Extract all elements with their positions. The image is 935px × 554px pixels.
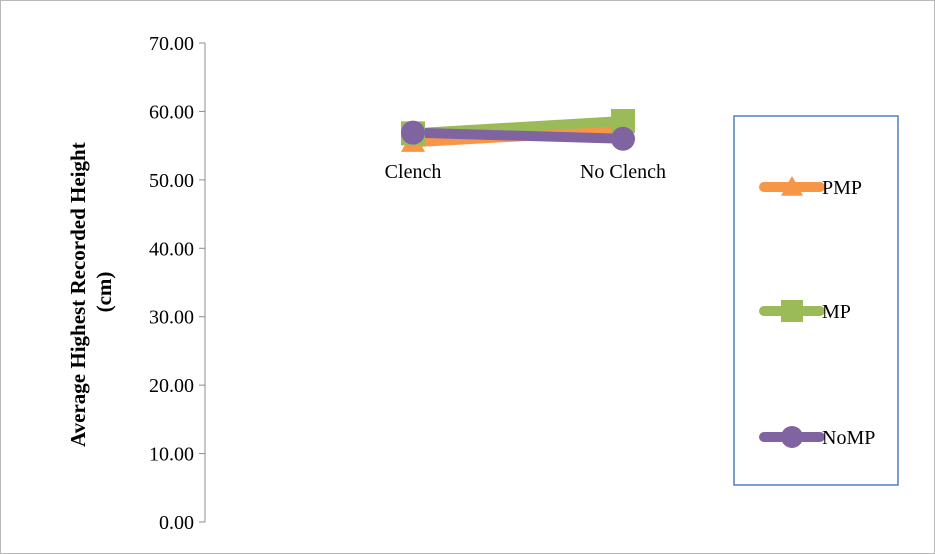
data-point-nomp bbox=[401, 120, 425, 145]
legend-box bbox=[733, 115, 899, 486]
y-tick-label: 40.00 bbox=[149, 238, 194, 260]
y-tick-label: 50.00 bbox=[149, 170, 194, 192]
y-tick-label: 10.00 bbox=[149, 444, 194, 466]
y-axis-label-line-2: (cm) bbox=[92, 272, 116, 313]
y-ticks bbox=[199, 42, 205, 523]
y-tick-label: 0.00 bbox=[159, 512, 194, 534]
y-axis-label: Average Highest Recorded Height (cm) bbox=[66, 137, 116, 447]
y-tick-label: 70.00 bbox=[149, 33, 194, 55]
legend: PMP MP NoMP bbox=[733, 115, 899, 486]
category-label: No Clench bbox=[580, 161, 666, 183]
legend-marker-pmp bbox=[781, 176, 803, 196]
y-tick-label: 20.00 bbox=[149, 375, 194, 397]
y-tick-label: 30.00 bbox=[149, 307, 194, 329]
data-point-nomp bbox=[611, 126, 635, 151]
legend-label-nomp: NoMP bbox=[822, 427, 875, 449]
category-labels: Clench No Clench bbox=[385, 161, 666, 183]
y-axis-label-line-1: Average Highest Recorded Height bbox=[66, 142, 90, 447]
legend-marker-mp bbox=[781, 300, 803, 322]
series-markers bbox=[401, 109, 635, 152]
series-line-nomp bbox=[408, 127, 628, 144]
legend-label-pmp: PMP bbox=[822, 177, 862, 199]
y-tick-label: 60.00 bbox=[149, 101, 194, 123]
series-lines bbox=[408, 116, 628, 148]
legend-marker-nomp bbox=[781, 426, 803, 448]
category-label: Clench bbox=[385, 161, 442, 183]
legend-label-mp: MP bbox=[822, 301, 851, 323]
y-tick-labels: 0.00 10.00 20.00 30.00 40.00 50.00 60.00 70.00 bbox=[149, 33, 194, 534]
